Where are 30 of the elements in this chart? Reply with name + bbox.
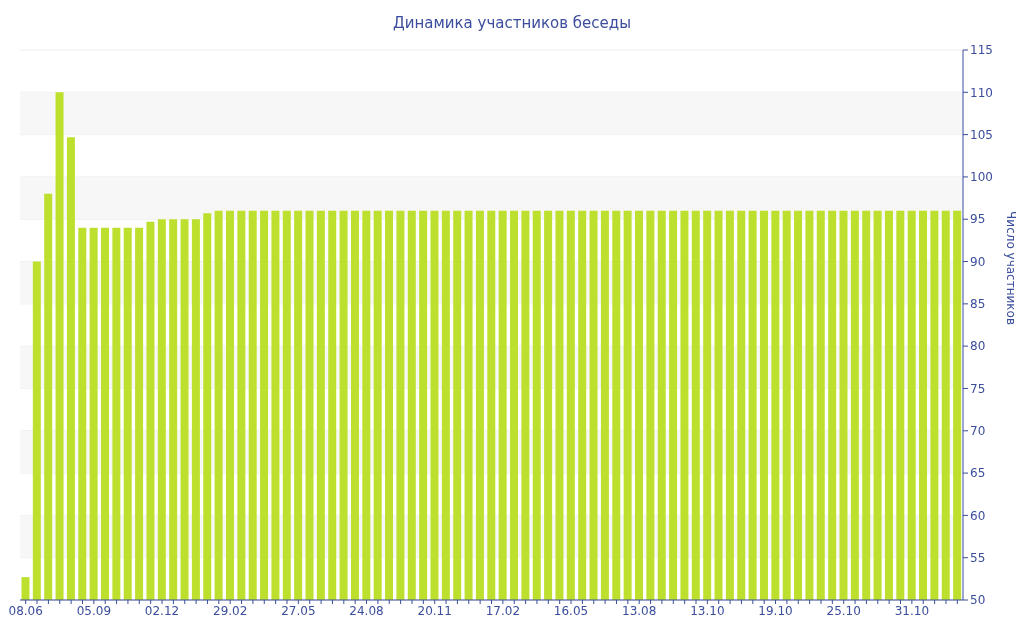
y-tick-label: 90: [970, 254, 986, 269]
x-tick-label: 16.05: [553, 603, 589, 618]
x-tick-label: 31.10: [894, 603, 930, 618]
y-tick-label: 105: [970, 127, 993, 142]
y-tick-label: 100: [970, 170, 993, 185]
x-tick-label: 27.05: [281, 603, 316, 618]
y-tick-label: 85: [970, 297, 986, 312]
y-tick-label: 50: [970, 593, 986, 608]
x-tick-label: 19.10: [758, 603, 793, 618]
x-tick-label: 08.06: [8, 603, 43, 618]
x-tick-label: 20.11: [417, 603, 452, 618]
chart-title: Динамика участников беседы: [391, 13, 632, 34]
y-tick-label: 65: [970, 466, 986, 481]
y-tick-label: 55: [970, 550, 986, 565]
x-tick-label: 25.10: [826, 603, 861, 618]
x-tick-label: 13.08: [622, 603, 657, 618]
y-tick-label: 115: [970, 43, 993, 58]
x-tick-label: 02.12: [144, 603, 180, 618]
y-tick-label: 70: [970, 424, 986, 439]
y-tick-label: 95: [970, 212, 986, 227]
x-tick-label: 13.10: [690, 603, 725, 618]
y-tick-label: 75: [970, 381, 986, 396]
x-tick-label: 17.02: [485, 603, 521, 618]
y-tick-label: 80: [970, 339, 986, 354]
y-tick-label: 60: [970, 508, 986, 523]
y-tick-label: 110: [970, 85, 993, 100]
x-tick-label: 24.08: [349, 603, 384, 618]
y-axis-title: Число участников: [1003, 211, 1018, 325]
x-tick-label: 29.02: [213, 603, 248, 618]
x-tick-label: 05.09: [76, 603, 112, 618]
